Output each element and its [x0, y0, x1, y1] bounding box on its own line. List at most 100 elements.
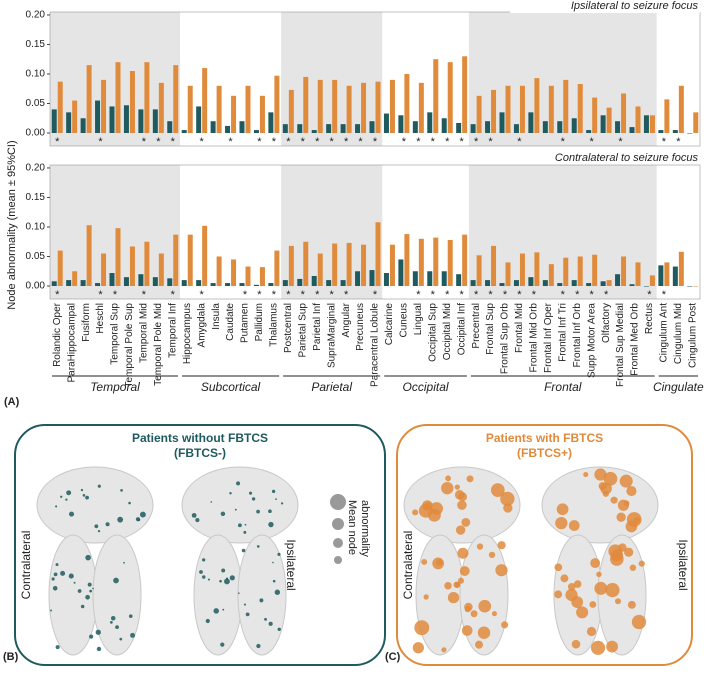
- significance-marker: *: [243, 289, 248, 301]
- bar: [485, 280, 491, 287]
- x-tick-label: Cuneus: [399, 303, 410, 337]
- bar: [274, 250, 280, 287]
- group-shade: [281, 165, 383, 299]
- brain-node: [80, 488, 84, 492]
- significance-marker: *: [662, 289, 667, 301]
- bar: [462, 234, 468, 287]
- bar: [173, 65, 179, 134]
- y-tick-label: 0.15: [26, 39, 46, 50]
- bar: [274, 75, 280, 134]
- brain-node: [55, 563, 59, 567]
- bar: [571, 280, 577, 287]
- bar: [542, 121, 548, 134]
- x-tick-label: Temporal Inf: [167, 303, 178, 358]
- x-tick-label: Calcarine: [384, 303, 395, 346]
- significance-marker: *: [561, 136, 566, 148]
- significance-marker: *: [171, 289, 176, 301]
- bar: [259, 267, 265, 287]
- bar: [586, 130, 592, 134]
- bar: [491, 89, 497, 134]
- bar: [528, 277, 534, 287]
- bar: [355, 124, 361, 134]
- group-label: Frontal: [544, 380, 582, 394]
- brain-node: [586, 626, 597, 637]
- brain-node: [457, 577, 465, 584]
- brain-node: [616, 512, 626, 522]
- brain-node: [97, 484, 101, 488]
- brain-node: [55, 645, 60, 650]
- significance-marker: *: [200, 136, 205, 148]
- brain-image: [181, 466, 299, 544]
- bar: [297, 278, 303, 287]
- bar: [505, 262, 511, 287]
- x-tick-label: Heschl: [95, 303, 106, 334]
- brain-node: [606, 640, 618, 653]
- brain-node: [470, 610, 478, 618]
- significance-marker: *: [575, 289, 580, 301]
- bar: [239, 121, 245, 134]
- significance-marker: *: [532, 289, 537, 301]
- bar: [253, 130, 259, 134]
- bar: [346, 242, 352, 287]
- significance-marker: *: [301, 136, 306, 148]
- brain-node: [573, 580, 582, 588]
- bar: [621, 256, 627, 287]
- brain-node: [427, 508, 441, 522]
- bar: [187, 234, 193, 287]
- x-tick-label: SupraMarginal: [326, 303, 337, 368]
- brain-node: [560, 574, 569, 583]
- significance-marker: *: [561, 289, 566, 301]
- brain-node: [490, 483, 505, 497]
- bar: [519, 85, 525, 134]
- bar: [586, 283, 592, 287]
- bar: [115, 62, 121, 134]
- brain-node: [475, 640, 484, 649]
- significance-marker: *: [460, 289, 465, 301]
- significance-marker: *: [431, 136, 436, 148]
- bar: [649, 275, 655, 287]
- brain-node: [202, 558, 206, 562]
- bar: [297, 124, 303, 134]
- x-tick-label: Cingulum Mid: [673, 303, 684, 364]
- significance-marker: *: [416, 136, 421, 148]
- brain-node: [555, 517, 568, 530]
- significance-marker: *: [113, 289, 118, 301]
- x-tick-label: Frontal Inf Orb: [572, 303, 583, 368]
- bar: [412, 121, 418, 134]
- bar: [152, 109, 158, 134]
- bar: [693, 112, 699, 134]
- brain-node: [238, 592, 240, 594]
- bar: [621, 93, 627, 134]
- bar: [129, 71, 135, 134]
- bar: [181, 280, 187, 287]
- bar: [72, 271, 78, 287]
- bar: [557, 121, 563, 134]
- brain-node: [554, 563, 563, 572]
- bar: [57, 81, 63, 134]
- bar: [542, 280, 548, 287]
- brain-node: [123, 561, 125, 564]
- significance-marker: *: [445, 136, 450, 148]
- bar: [202, 225, 208, 287]
- x-tick-label: Frontal Mid Orb: [529, 303, 540, 373]
- x-tick-label: Fusiform: [81, 303, 92, 342]
- brain-node: [441, 481, 454, 495]
- panel-subtitle: (FBTCS+): [517, 446, 572, 460]
- bar: [672, 266, 678, 287]
- brain-node: [264, 617, 267, 621]
- bar: [456, 274, 462, 287]
- bar: [57, 250, 63, 287]
- bar: [643, 115, 649, 134]
- brain-node: [92, 587, 94, 590]
- brain-node: [237, 523, 242, 528]
- plot-frame: [49, 164, 701, 300]
- brain-node: [271, 489, 276, 494]
- brain-node: [436, 559, 443, 566]
- brain-node: [229, 575, 235, 581]
- brain-node: [617, 499, 630, 511]
- brain-node: [77, 589, 82, 593]
- size-legend-label: Mean node: [346, 500, 358, 555]
- significance-marker: *: [315, 136, 320, 148]
- bar: [86, 225, 92, 287]
- subtitle-bg: [510, 151, 700, 164]
